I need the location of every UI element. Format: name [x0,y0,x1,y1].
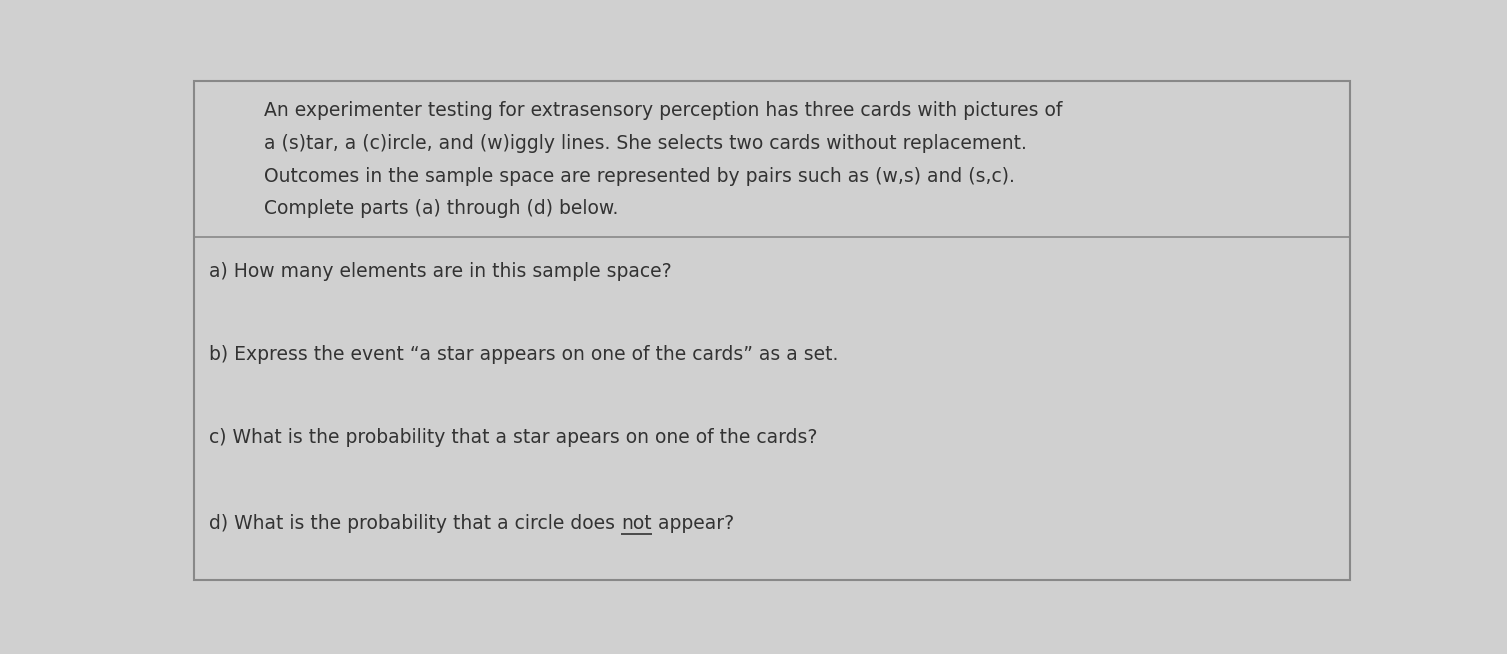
Text: a (s)tar, a (c)ircle, and (w)iggly lines. She selects two cards without replacem: a (s)tar, a (c)ircle, and (w)iggly lines… [264,134,1028,153]
Text: An experimenter testing for extrasensory perception has three cards with picture: An experimenter testing for extrasensory… [264,101,1062,120]
Text: a) How many elements are in this sample space?: a) How many elements are in this sample … [209,262,672,281]
Text: c) What is the probability that a star apears on one of the cards?: c) What is the probability that a star a… [209,428,818,447]
Text: Outcomes in the sample space are represented by pairs such as (w,s) and (s,c).: Outcomes in the sample space are represe… [264,167,1016,186]
Text: d) What is the probability that a circle does: d) What is the probability that a circle… [209,514,621,533]
Text: Complete parts (a) through (d) below.: Complete parts (a) through (d) below. [264,199,619,218]
Text: not: not [621,514,653,533]
FancyBboxPatch shape [194,81,1350,579]
Text: appear?: appear? [653,514,734,533]
Text: b) Express the event “a star appears on one of the cards” as a set.: b) Express the event “a star appears on … [209,345,839,364]
